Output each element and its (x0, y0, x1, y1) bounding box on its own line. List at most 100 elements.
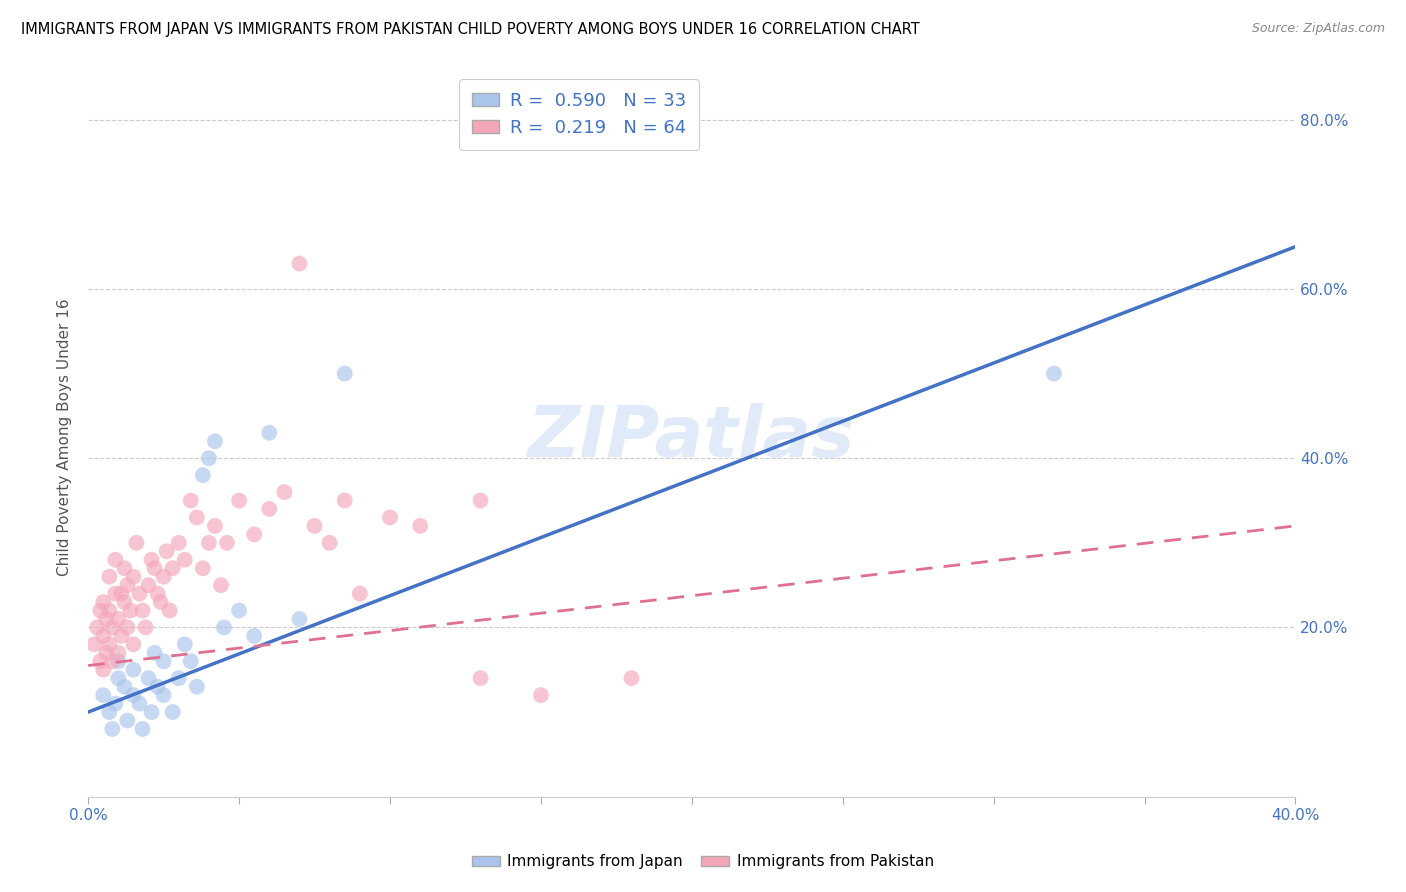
Point (149, 595, 172, 609)
Y-axis label: Child Poverty Among Boys Under 16: Child Poverty Among Boys Under 16 (58, 298, 72, 576)
Point (101, 654, 124, 668)
Point (117, 620, 139, 634)
Point (470, 493, 492, 508)
Point (120, 603, 142, 617)
Text: ZIPatlas: ZIPatlas (529, 402, 855, 472)
Point (228, 603, 250, 617)
Point (243, 527, 266, 541)
Point (141, 553, 163, 567)
Point (180, 654, 202, 668)
Point (186, 510, 208, 524)
Point (333, 367, 356, 381)
Point (162, 561, 184, 575)
Point (107, 612, 129, 626)
Point (101, 620, 124, 634)
Point (122, 663, 145, 677)
Point (186, 680, 208, 694)
Point (204, 519, 226, 533)
Point (470, 671, 492, 685)
Point (104, 553, 127, 567)
Point (162, 705, 184, 719)
Point (156, 544, 179, 558)
Point (112, 595, 135, 609)
Point (128, 586, 150, 600)
Point (378, 510, 401, 524)
Point (125, 536, 148, 550)
Point (152, 569, 174, 583)
Point (122, 569, 145, 583)
Point (107, 646, 129, 660)
Point (98, 705, 121, 719)
Point (96, 612, 118, 626)
Point (304, 519, 326, 533)
Point (243, 629, 266, 643)
Point (215, 536, 238, 550)
Point (318, 536, 340, 550)
Point (143, 646, 166, 660)
Point (333, 493, 356, 508)
Point (198, 536, 221, 550)
Point (228, 493, 250, 508)
Point (107, 654, 129, 668)
Point (91, 629, 114, 643)
Point (107, 671, 129, 685)
Point (152, 654, 174, 668)
Point (91, 663, 114, 677)
Point (131, 722, 153, 736)
Point (143, 561, 166, 575)
Point (167, 671, 190, 685)
Point (117, 578, 139, 592)
Point (122, 688, 145, 702)
Point (146, 586, 169, 600)
Point (620, 671, 643, 685)
Point (167, 536, 190, 550)
Point (198, 451, 221, 466)
Point (91, 688, 114, 702)
Point (1043, 367, 1066, 381)
Point (89, 603, 111, 617)
Point (110, 586, 132, 600)
Point (191, 468, 214, 483)
Point (530, 688, 553, 702)
Point (98, 637, 121, 651)
Text: Source: ZipAtlas.com: Source: ZipAtlas.com (1251, 22, 1385, 36)
Point (257, 425, 280, 440)
Point (409, 519, 432, 533)
Text: IMMIGRANTS FROM JAPAN VS IMMIGRANTS FROM PAKISTAN CHILD POVERTY AMONG BOYS UNDER: IMMIGRANTS FROM JAPAN VS IMMIGRANTS FROM… (21, 22, 920, 37)
Point (212, 620, 235, 634)
Point (112, 680, 135, 694)
Point (128, 697, 150, 711)
Point (273, 485, 295, 500)
Point (138, 671, 160, 685)
Point (180, 493, 202, 508)
Point (173, 637, 195, 651)
Point (98, 603, 121, 617)
Point (134, 620, 156, 634)
Point (89, 654, 111, 668)
Point (159, 603, 181, 617)
Point (110, 629, 132, 643)
Point (83, 637, 105, 651)
Point (117, 714, 139, 728)
Point (104, 586, 127, 600)
Point (96, 646, 118, 660)
Point (152, 688, 174, 702)
Point (131, 603, 153, 617)
Point (86, 620, 108, 634)
Point (104, 697, 127, 711)
Point (101, 722, 124, 736)
Point (288, 612, 311, 626)
Legend: R =  0.590   N = 33, R =  0.219   N = 64: R = 0.590 N = 33, R = 0.219 N = 64 (460, 79, 699, 150)
Legend: Immigrants from Japan, Immigrants from Pakistan: Immigrants from Japan, Immigrants from P… (467, 848, 939, 875)
Point (112, 561, 135, 575)
Point (191, 561, 214, 575)
Point (204, 434, 226, 449)
Point (146, 680, 169, 694)
Point (91, 595, 114, 609)
Point (98, 569, 121, 583)
Point (173, 553, 195, 567)
Point (349, 586, 371, 600)
Point (209, 578, 232, 592)
Point (141, 705, 163, 719)
Point (257, 502, 280, 516)
